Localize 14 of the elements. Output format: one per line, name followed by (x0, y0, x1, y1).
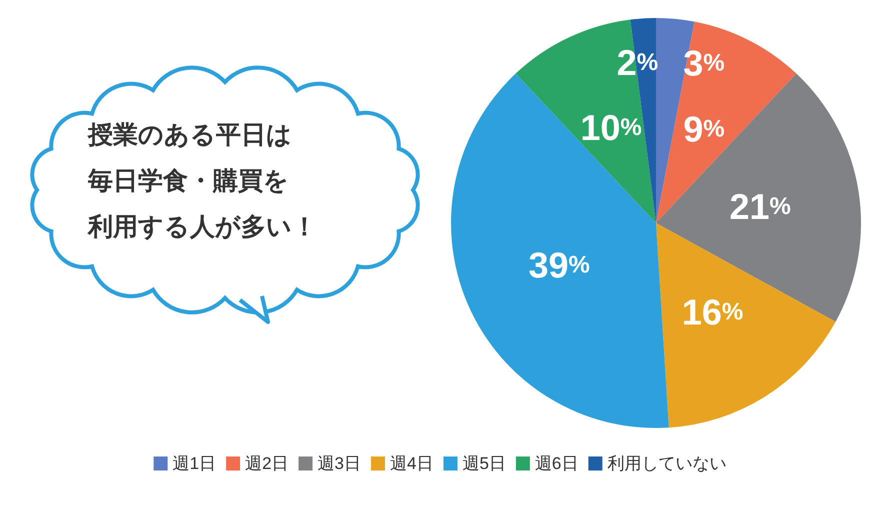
data-label: 39% (528, 244, 590, 286)
legend-label: 利用していない (607, 454, 726, 473)
text: 授業のある平日は毎日学食・購買を利用する人が多い！ (88, 119, 318, 243)
legend-label: 週2日 (245, 454, 289, 473)
legend-label: 週3日 (318, 454, 362, 473)
data-label: 9% (683, 108, 725, 150)
legend-label: 週1日 (172, 454, 216, 473)
data-label: 2% (616, 42, 658, 84)
data-label: 21% (730, 186, 791, 227)
data-label: 16% (682, 292, 744, 333)
legend-label: 週4日 (390, 454, 434, 473)
data-label: 10% (580, 107, 642, 148)
legend-label: 週5日 (462, 454, 506, 473)
legend-label: 週6日 (534, 454, 578, 473)
